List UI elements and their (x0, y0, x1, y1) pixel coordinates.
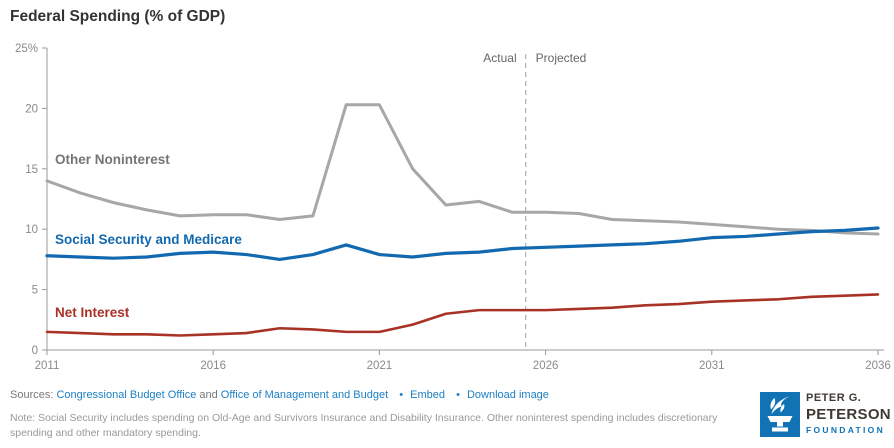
series-label-net-interest: Net Interest (55, 305, 130, 320)
chart-title: Federal Spending (% of GDP) (10, 8, 226, 25)
sources-prefix: Sources: (10, 389, 54, 401)
x-tick-label: 2011 (35, 360, 60, 372)
series-label-social-security-and-medicare: Social Security and Medicare (55, 232, 242, 247)
bullet-icon: • (399, 389, 404, 401)
pgpf-logo[interactable]: PETER G. PETERSON FOUNDATION (760, 392, 891, 437)
footnote: Note: Social Security includes spending … (10, 412, 718, 440)
logo-line-2: PETERSON (806, 406, 891, 423)
actual-label: Actual (483, 51, 516, 65)
logo-line-1: PETER G. (806, 392, 862, 404)
y-tick-label: 5 (32, 285, 38, 297)
embed-link[interactable]: Embed (410, 389, 445, 401)
source-link-cbo[interactable]: Congressional Budget Office (56, 389, 197, 401)
y-tick-label: 25% (15, 43, 38, 55)
x-tick-label: 2016 (200, 360, 226, 372)
torch-icon (760, 392, 800, 437)
sources-line: Sources: Congressional Budget Office and… (10, 389, 549, 401)
sources-joiner: and (199, 389, 218, 401)
bullet-icon: • (456, 389, 460, 401)
x-tick-label: 2021 (367, 360, 393, 372)
source-link-omb[interactable]: Office of Management and Budget (220, 389, 389, 401)
line-other-noninterest (45, 103, 880, 236)
x-tick-label: 2036 (865, 360, 891, 372)
y-tick-label: 0 (32, 345, 38, 357)
y-tick-label: 10 (25, 224, 38, 236)
x-tick-label: 2031 (699, 360, 725, 372)
line-social-security-and-medicare (45, 226, 880, 261)
line-net-interest (45, 293, 880, 337)
y-tick-label: 20 (25, 103, 38, 115)
logo-line-3: FOUNDATION (806, 425, 886, 435)
x-tick-label: 2026 (533, 360, 559, 372)
series-label-other-noninterest: Other Noninterest (55, 152, 170, 167)
y-tick-label: 15 (25, 164, 38, 176)
logo-text: PETER G. PETERSON FOUNDATION (806, 392, 891, 435)
spending-line-chart: 0 5 10 15 20 25% 2011 2016 2021 2026 2031 2036 Actua… (15, 43, 891, 372)
download-image-link[interactable]: Download image (466, 389, 549, 401)
projected-label: Projected (536, 51, 587, 65)
